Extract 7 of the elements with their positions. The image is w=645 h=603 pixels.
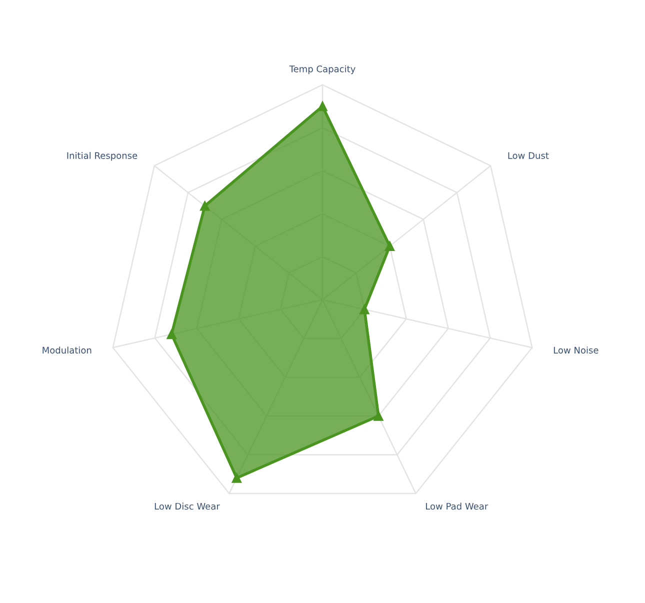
spoke-label: Low Dust <box>508 152 549 159</box>
spoke-label: Modulation <box>42 346 92 354</box>
spoke-label: Low Noise <box>554 346 598 354</box>
spoke-label: Initial Response <box>67 152 138 161</box>
spoke-label: Low Disc Wear <box>154 502 220 510</box>
spoke-label: Temp Capacity <box>289 65 356 74</box>
spoke-label: Low Pad Wear <box>426 502 488 510</box>
